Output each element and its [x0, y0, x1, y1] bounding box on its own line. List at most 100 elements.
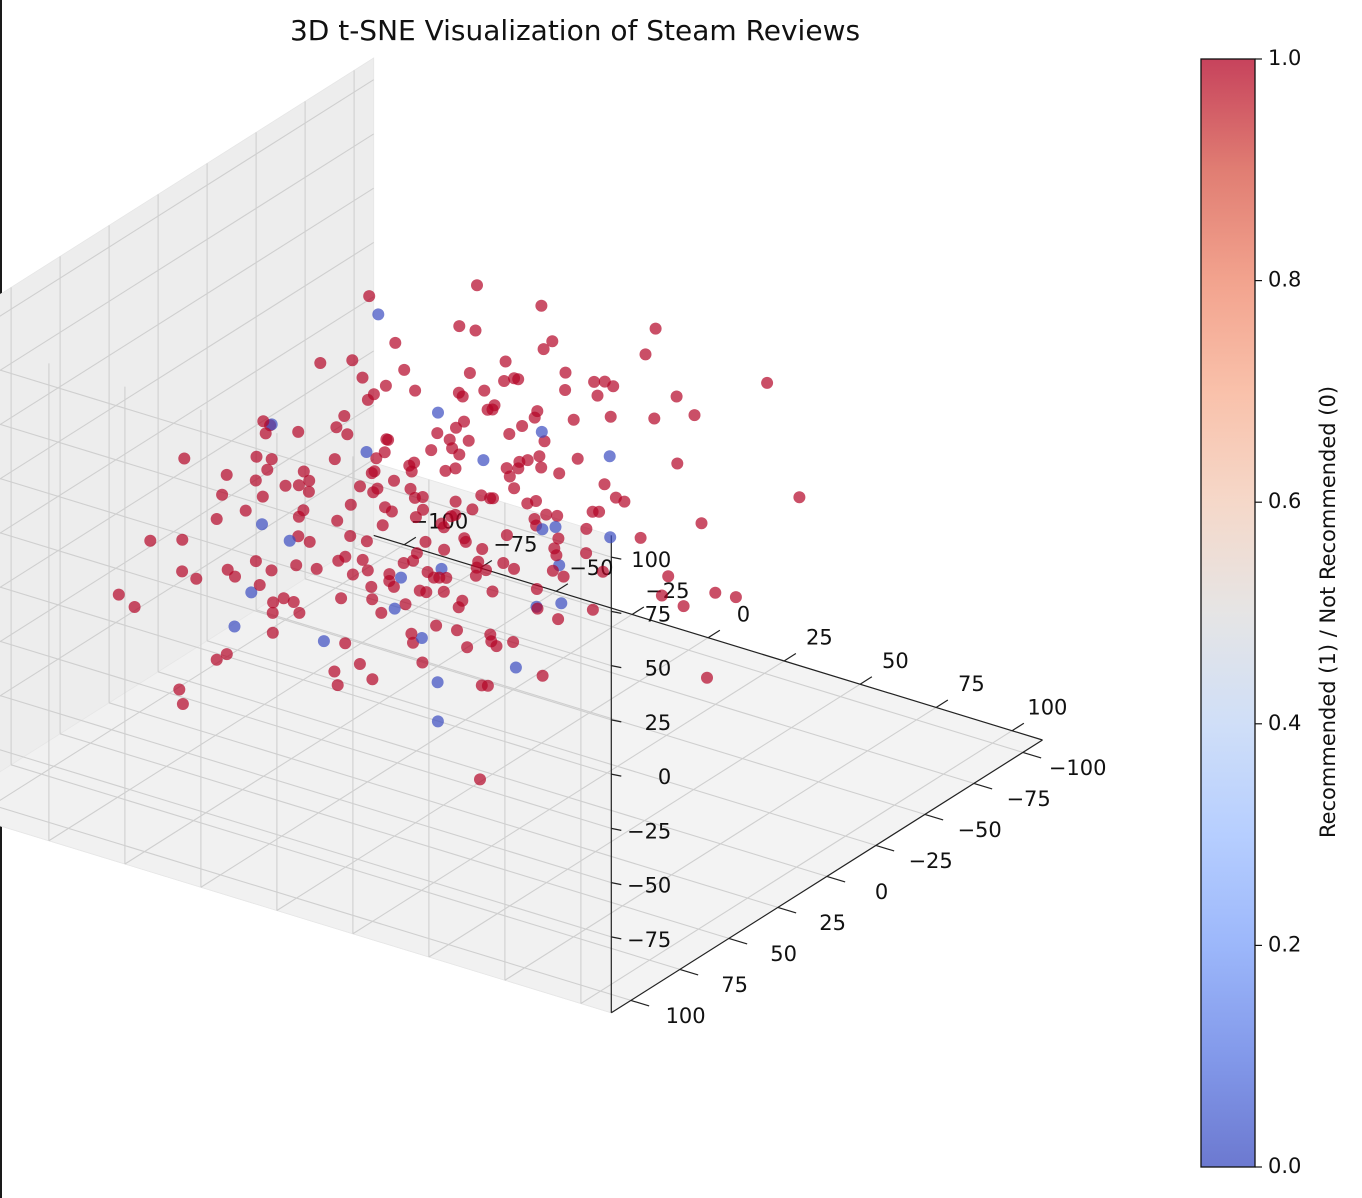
point-recommended	[404, 482, 417, 495]
point-recommended	[446, 442, 459, 455]
gridline-floor-y	[157, 671, 828, 877]
point-recommended	[408, 456, 421, 469]
point-recommended	[112, 588, 125, 601]
point-recommended	[331, 679, 344, 692]
point-recommended	[388, 474, 400, 487]
point-recommended	[688, 409, 701, 422]
z-tick-mark	[611, 882, 622, 886]
point-not-recommended	[317, 635, 330, 648]
x-tick-mark	[555, 583, 569, 592]
point-recommended	[178, 452, 191, 465]
point-recommended	[397, 557, 410, 569]
x-tick-label: 75	[958, 672, 985, 696]
point-recommended	[729, 591, 742, 604]
y-tick-label: 25	[819, 911, 846, 935]
point-recommended	[216, 488, 229, 501]
point-recommended	[503, 470, 516, 483]
point-recommended	[480, 564, 492, 577]
gridline-side-z	[0, 404, 374, 643]
point-recommended	[793, 491, 806, 504]
point-recommended	[220, 468, 233, 481]
point-recommended	[451, 624, 463, 637]
point-recommended	[302, 485, 315, 498]
point-recommended	[383, 575, 396, 587]
point-recommended	[521, 454, 534, 467]
point-recommended	[363, 290, 376, 303]
point-recommended	[389, 336, 402, 349]
point-recommended	[249, 555, 262, 568]
point-recommended	[250, 450, 263, 463]
point-recommended	[409, 511, 422, 524]
y-tick-mark	[1022, 751, 1042, 759]
colorbar-outline	[1200, 58, 1256, 1168]
point-recommended	[471, 279, 483, 292]
point-recommended	[354, 480, 366, 493]
y-tick-label: 0	[875, 880, 888, 904]
point-recommended	[356, 371, 369, 384]
point-recommended	[486, 585, 499, 598]
point-not-recommended	[360, 446, 373, 458]
z-tick-label: 75	[645, 602, 672, 626]
y-tick-label: −25	[908, 849, 952, 873]
gridline-side-z	[0, 79, 374, 317]
point-recommended	[598, 478, 611, 491]
point-recommended	[407, 636, 419, 649]
point-not-recommended	[603, 450, 616, 463]
point-recommended	[210, 513, 223, 525]
colorbar-tick-label: 0.8	[1268, 268, 1301, 292]
point-recommended	[266, 626, 279, 639]
gridline-floor-x	[504, 706, 937, 981]
point-not-recommended	[245, 586, 258, 599]
z-tick-mark	[611, 773, 622, 777]
point-recommended	[604, 410, 617, 423]
y-tick-mark	[973, 782, 993, 790]
point-recommended	[176, 565, 189, 578]
point-recommended	[293, 606, 306, 619]
point-recommended	[461, 641, 474, 654]
point-recommended	[176, 533, 189, 546]
point-recommended	[580, 547, 593, 560]
point-recommended	[536, 669, 549, 682]
point-recommended	[417, 503, 429, 516]
gridline-floor-x	[580, 730, 1013, 1004]
point-recommended	[588, 375, 601, 388]
point-recommended	[567, 413, 580, 426]
gridline-side-z	[0, 133, 374, 372]
point-recommended	[618, 495, 631, 508]
y-tick-label: 75	[721, 973, 748, 997]
x-tick-label: −25	[645, 579, 689, 603]
point-recommended	[439, 464, 452, 477]
point-recommended	[571, 452, 584, 465]
y-tick-mark	[826, 875, 846, 883]
gridline-back-z	[0, 749, 612, 938]
point-recommended	[761, 376, 774, 389]
point-recommended	[470, 561, 483, 574]
point-recommended	[655, 589, 668, 602]
point-recommended	[303, 474, 316, 487]
point-recommended	[677, 600, 690, 613]
point-recommended	[503, 428, 516, 440]
point-recommended	[552, 613, 565, 626]
gridline-floor-x	[352, 660, 785, 935]
gridline-floor-y	[108, 702, 779, 908]
point-recommended	[433, 571, 446, 584]
gridline-back-z	[0, 640, 612, 829]
point-recommended	[370, 452, 383, 465]
point-recommended	[449, 495, 462, 508]
z-tick-mark	[611, 665, 622, 669]
colorbar-label: Recommended (1) / Not Recommended (0)	[1316, 385, 1340, 839]
point-recommended	[445, 510, 458, 523]
y-tick-mark	[679, 968, 699, 976]
point-recommended	[303, 535, 316, 548]
z-tick-label: −75	[627, 928, 671, 952]
point-recommended	[399, 598, 412, 611]
point-recommended	[344, 498, 357, 511]
point-recommended	[360, 535, 373, 548]
point-recommended	[367, 486, 380, 499]
point-recommended	[449, 462, 462, 475]
y-tick-label: 100	[666, 1004, 706, 1028]
point-recommended	[398, 363, 411, 376]
point-recommended	[662, 570, 675, 583]
point-recommended	[287, 596, 300, 608]
gridline-floor-y	[10, 764, 681, 970]
